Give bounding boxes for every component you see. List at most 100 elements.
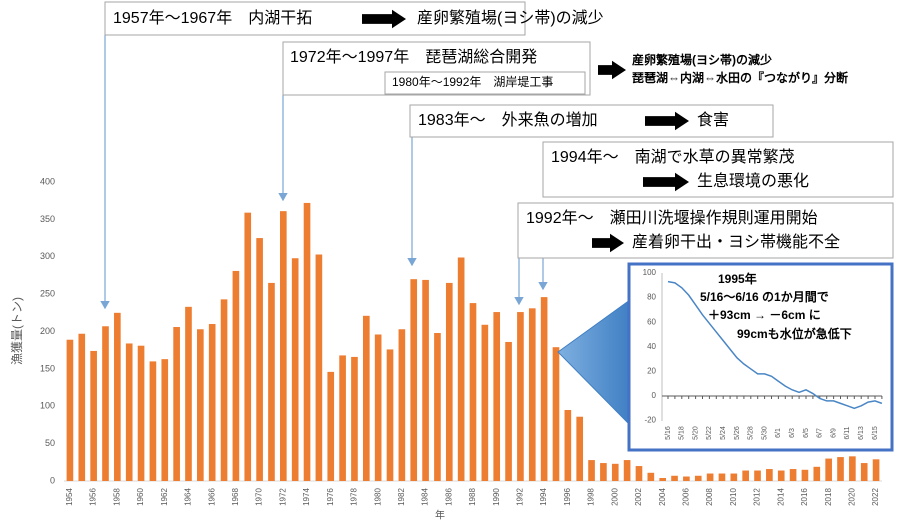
y-tick-label: 350	[40, 214, 55, 224]
bar	[623, 460, 631, 481]
bar	[66, 339, 74, 481]
bar	[683, 476, 690, 481]
x-tick-label: 2018	[824, 488, 833, 506]
x-tick-label: 5/16	[665, 426, 672, 440]
bar	[386, 349, 394, 481]
bar	[801, 469, 809, 481]
bar	[528, 308, 536, 481]
bar	[540, 297, 548, 481]
block-arrow	[362, 9, 406, 29]
inset-annotation: 99cmも水位が急低下	[737, 326, 852, 341]
x-tick-label: 6/9	[830, 428, 837, 438]
bar	[837, 457, 844, 481]
x-tick-label: 1994	[539, 488, 548, 506]
x-tick-label: 2008	[705, 488, 714, 506]
x-tick-label: 2006	[682, 488, 691, 506]
annotation: 1994年～ 南湖で水草の異常繁茂	[551, 148, 795, 166]
x-tick-label: 1992	[516, 488, 525, 506]
x-tick-label: 5/24	[720, 426, 727, 440]
block-arrow	[645, 111, 689, 131]
x-tick-label: 2000	[610, 488, 619, 506]
bar	[374, 334, 382, 481]
bar	[659, 478, 667, 481]
bar	[102, 326, 109, 481]
bar	[315, 254, 323, 481]
bar	[564, 409, 572, 481]
bar	[576, 416, 584, 481]
x-tick-label: 1986	[444, 488, 453, 506]
bar	[268, 282, 275, 481]
y-tick-label: 200	[40, 326, 55, 336]
bar	[671, 475, 678, 481]
bar	[813, 466, 821, 481]
x-tick-label: 6/3	[789, 428, 796, 438]
bar	[114, 312, 121, 481]
x-tick-label: 1958	[112, 488, 121, 506]
annotations: 1957年～1967年 内湖干拓 産卵繁殖場(ヨシ帯)の減少 1972年～199…	[104, 1, 894, 259]
bar	[90, 350, 97, 481]
x-tick-label: 5/22	[706, 426, 713, 440]
annotation: 1983年～ 外来魚の増加	[418, 111, 598, 129]
y-tick-label: 60	[647, 317, 656, 326]
x-tick-label: 2012	[753, 488, 762, 506]
bar	[244, 212, 252, 481]
bar	[161, 359, 169, 481]
annotation: 産卵繁殖場(ヨシ帯)の減少	[417, 9, 604, 27]
x-tick-label: 1984	[421, 488, 430, 506]
bar	[445, 282, 453, 481]
bar	[256, 238, 263, 481]
x-tick-label: 5/28	[748, 426, 755, 440]
bar	[481, 324, 489, 481]
bar	[789, 469, 797, 481]
x-tick-label: 1960	[136, 488, 145, 506]
bar	[517, 312, 524, 481]
bar	[730, 473, 738, 481]
bar	[849, 456, 856, 481]
line	[667, 280, 883, 410]
y-tick-label: 40	[647, 342, 656, 351]
bar	[754, 470, 761, 481]
bar	[718, 473, 726, 481]
x-tick-label: 6/5	[803, 428, 810, 438]
x-tick-label: 1968	[231, 488, 240, 506]
x-tick-label: 1966	[207, 488, 216, 506]
bar	[742, 470, 749, 481]
bar	[208, 324, 216, 481]
bar	[493, 312, 501, 481]
bar	[291, 258, 299, 481]
x-tick-label: 2016	[800, 488, 809, 506]
x-tick-label: 1972	[278, 488, 287, 506]
inset-annotation: 1995年	[718, 271, 757, 286]
inset-annotation: 5/16～6/16 の1か月間で	[700, 290, 829, 304]
bar	[552, 347, 560, 481]
y-tick-label: 400	[40, 176, 55, 186]
bar	[766, 469, 773, 481]
bar	[410, 279, 418, 481]
y-tick-label: 300	[40, 251, 55, 261]
annotation: 生息環境の悪化	[697, 171, 809, 190]
x-tick-label: 1956	[89, 488, 98, 506]
y-tick-label: 80	[647, 293, 656, 302]
bar	[149, 361, 157, 481]
y-tick-label: 100	[643, 268, 657, 277]
bar	[279, 211, 287, 481]
bar	[220, 299, 228, 481]
bar	[434, 332, 441, 481]
bar	[78, 333, 86, 481]
bar	[505, 341, 512, 481]
bar	[351, 356, 358, 481]
bar	[339, 355, 346, 481]
annotation-box	[384, 71, 586, 95]
bar	[777, 470, 785, 481]
y-axis-label: 漁獲量(トン)	[10, 297, 24, 365]
x-tick-label: 6/11	[844, 426, 851, 439]
x-tick-label: 5/18	[679, 426, 686, 440]
bar	[398, 329, 406, 481]
bar	[635, 466, 643, 481]
annotation: 産卵繁殖場(ヨシ帯)の減少	[632, 52, 772, 67]
bar	[232, 270, 240, 481]
bar	[694, 475, 702, 481]
bar	[303, 202, 311, 481]
